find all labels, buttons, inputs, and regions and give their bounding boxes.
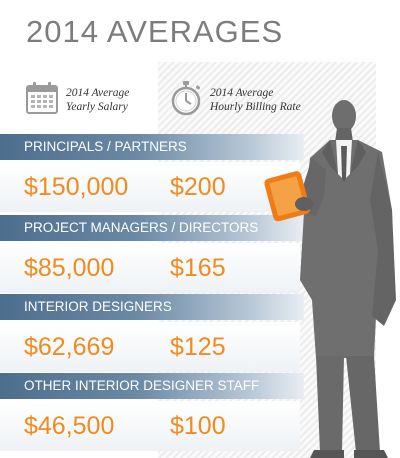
salary-value: $46,500: [24, 412, 115, 440]
salary-value: $85,000: [24, 254, 115, 282]
stopwatch-icon: [171, 81, 201, 116]
category-band-interior-designers: INTERIOR DESIGNERS: [0, 294, 304, 320]
value-row-interior-designers: $62,669 $125: [0, 322, 300, 372]
value-row-principals: $150,000 $200: [0, 162, 300, 212]
rate-header-label: 2014 Average Hourly Billing Rate: [210, 80, 301, 114]
salary-value: $150,000: [24, 173, 129, 201]
salary-header-label: 2014 Average Yearly Salary: [66, 80, 129, 114]
rate-value: $100: [170, 412, 226, 440]
category-label: PROJECT MANAGERS / DIRECTORS: [24, 220, 259, 235]
rate-header-line1: 2014 Average: [210, 87, 274, 99]
businessman-silhouette: [264, 100, 396, 458]
calendar-icon: [26, 82, 58, 114]
rate-header-line2: Hourly Billing Rate: [210, 101, 301, 113]
salary-value: $62,669: [24, 333, 115, 361]
category-band-project-managers: PROJECT MANAGERS / DIRECTORS: [0, 215, 304, 241]
category-band-other-staff: OTHER INTERIOR DESIGNER STAFF: [0, 373, 304, 399]
category-label: PRINCIPALS / PARTNERS: [24, 139, 187, 154]
rate-value: $200: [170, 173, 226, 201]
rate-column-header: 2014 Average Hourly Billing Rate: [168, 80, 301, 116]
salary-header-line1: 2014 Average: [66, 87, 130, 99]
rate-value: $165: [170, 254, 226, 282]
salary-column-header: 2014 Average Yearly Salary: [24, 80, 129, 116]
value-row-project-managers: $85,000 $165: [0, 243, 300, 293]
category-band-principals: PRINCIPALS / PARTNERS: [0, 134, 304, 160]
rate-value: $125: [170, 333, 226, 361]
value-row-other-staff: $46,500 $100: [0, 401, 300, 451]
category-label: INTERIOR DESIGNERS: [24, 299, 172, 314]
salary-header-line2: Yearly Salary: [66, 101, 128, 113]
category-label: OTHER INTERIOR DESIGNER STAFF: [24, 378, 260, 393]
page-title: 2014 AVERAGES: [26, 14, 284, 49]
